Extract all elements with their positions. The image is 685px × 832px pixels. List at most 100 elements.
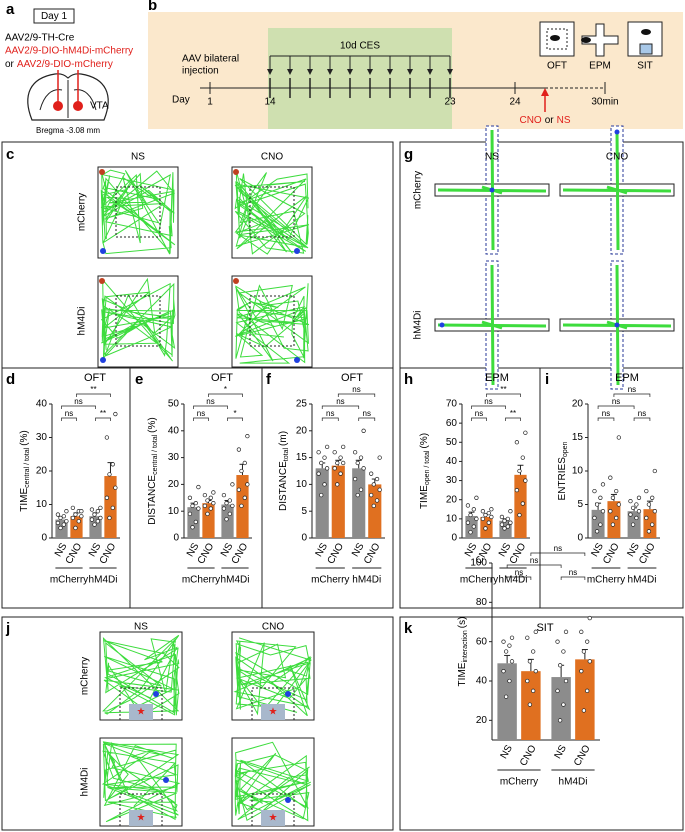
ces-arrowhead: [307, 69, 313, 75]
data-point: [509, 635, 515, 640]
data-point: [581, 649, 587, 654]
data-point: [355, 460, 360, 466]
x-tick-label: CNO: [518, 743, 539, 768]
data-point: [468, 512, 473, 518]
data-point: [531, 688, 536, 693]
data-point: [508, 509, 513, 514]
data-point: [338, 455, 343, 460]
data-point: [483, 512, 488, 518]
data-point: [193, 519, 198, 525]
y-tick-label: 15: [572, 432, 584, 443]
data-point: [628, 512, 633, 517]
significance-label: ns: [206, 397, 214, 406]
data-point: [594, 502, 600, 507]
data-point: [196, 506, 201, 511]
significance-label: ns: [554, 544, 562, 553]
y-axis-label: DISTANCEcentral / total(%): [147, 417, 159, 524]
panel-label: d: [6, 371, 15, 388]
significance-label: ns: [475, 409, 483, 418]
group-label: mCherry: [587, 575, 625, 586]
interaction-zone: [251, 687, 295, 721]
data-point: [355, 492, 360, 498]
y-tick-label: 30: [446, 475, 458, 486]
data-point: [64, 509, 69, 514]
column-label: NS: [485, 152, 499, 163]
significance-bracket: [471, 417, 487, 421]
y-axis-label: TIMEopen / total(%): [419, 433, 431, 509]
data-point: [614, 488, 619, 494]
data-point: [55, 512, 61, 517]
y-axis-label: ENTRIESopen: [557, 441, 569, 500]
significance-label: **: [500, 385, 506, 394]
data-point: [239, 503, 244, 508]
brain-detail: [39, 80, 97, 118]
data-point: [502, 518, 507, 523]
y-tick-label: 10: [446, 513, 458, 524]
bar: [514, 474, 527, 538]
chart-title: OFT: [211, 372, 233, 384]
vector-label: or AAV2/9-DIO-mCherry: [5, 59, 113, 70]
y-tick-label: 50: [446, 437, 458, 448]
end-dot: [100, 357, 106, 363]
column-label: NS: [134, 622, 148, 633]
center-zone: [249, 186, 295, 238]
start-dot: [233, 169, 239, 175]
data-point: [104, 495, 110, 500]
row-label: hM4Di: [413, 311, 424, 340]
data-point: [600, 509, 606, 514]
data-point: [211, 501, 216, 506]
data-point: [324, 444, 330, 450]
data-point: [230, 482, 235, 487]
bar: [575, 659, 595, 740]
significance-bracket: [506, 576, 532, 580]
data-point: [205, 511, 210, 517]
data-point: [89, 517, 95, 522]
panel-label: c: [6, 146, 14, 163]
start-dot: [614, 129, 620, 135]
data-point: [73, 512, 78, 517]
day-label: Day 1: [41, 11, 68, 22]
data-point: [89, 507, 95, 512]
data-point: [79, 514, 84, 519]
data-point: [650, 495, 655, 500]
data-point: [245, 434, 250, 439]
y-tick-label: 40: [476, 676, 488, 687]
data-point: [501, 669, 506, 674]
data-point: [98, 515, 103, 521]
data-point: [322, 482, 327, 487]
significance-bracket: [471, 405, 506, 409]
group-label: hM4Di: [559, 777, 588, 788]
group-label: mCherry: [460, 575, 498, 586]
data-point: [465, 520, 471, 525]
test-label: EPM: [589, 61, 611, 72]
group-label: mCherry: [311, 575, 349, 586]
panel-label: g: [404, 146, 413, 163]
significance-label: ns: [515, 568, 523, 577]
data-point: [95, 509, 100, 514]
injection-site: [53, 101, 63, 111]
ces-arrowhead: [387, 69, 393, 75]
treatment-or: or: [545, 115, 555, 126]
significance-bracket: [613, 393, 651, 397]
y-tick-label: 25: [296, 399, 308, 410]
y-tick-label: 30: [168, 452, 180, 463]
significance-bracket: [76, 393, 111, 397]
y-tick-label: 15: [296, 452, 308, 463]
data-point: [480, 509, 486, 514]
data-point: [224, 517, 229, 522]
data-point: [61, 522, 66, 527]
row-label: hM4Di: [77, 307, 88, 336]
x-tick-label: CNO: [508, 541, 529, 566]
data-point: [352, 476, 358, 482]
sit-icon-cage: [639, 43, 653, 55]
significance-bracket: [193, 405, 228, 409]
data-point: [616, 502, 621, 507]
day-axis-label: Day: [172, 95, 190, 106]
y-label-unit: (m): [278, 431, 289, 446]
bar: [331, 465, 345, 538]
data-point: [369, 492, 374, 498]
significance-label: ns: [638, 409, 646, 418]
data-point: [585, 688, 590, 693]
chart-title: OFT: [84, 372, 106, 384]
